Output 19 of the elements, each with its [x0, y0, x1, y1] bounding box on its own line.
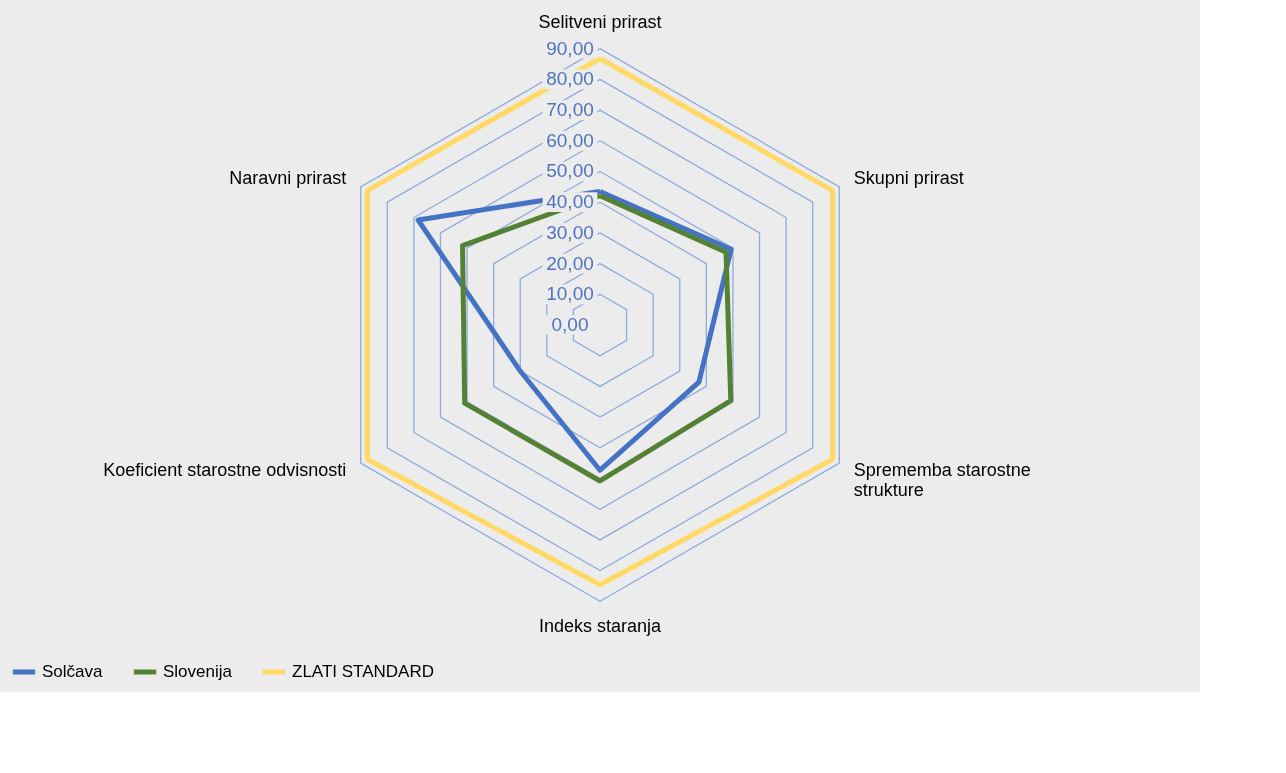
legend-label: ZLATI STANDARD: [292, 662, 434, 681]
y-tick-label: 70,00: [546, 99, 594, 121]
y-tick-label: 90,00: [546, 37, 594, 59]
y-tick-label: 10,00: [546, 283, 594, 305]
y-tick-label: 30,00: [546, 221, 594, 243]
spoke-label: Indeks staranja: [538, 615, 663, 636]
spoke-label: Skupni prirast: [853, 167, 964, 188]
spoke-label: Selitveni prirast: [538, 12, 662, 33]
spoke-label: Koeficient starostne odvisnosti: [103, 460, 347, 481]
y-tick-label: 60,00: [546, 129, 594, 151]
spoke-label: Naravni prirast: [229, 167, 347, 188]
y-tick-label: 20,00: [546, 252, 594, 274]
y-tick-label: 0,00: [551, 314, 589, 335]
y-tick-label: 50,00: [546, 160, 594, 182]
spoke-label: Sprememba starostne strukture: [853, 460, 1031, 501]
legend-label: Solčava: [42, 662, 104, 681]
y-tick-label: 40,00: [546, 191, 594, 213]
y-tick-label: 80,00: [546, 68, 594, 90]
legend-label: Slovenija: [163, 662, 233, 681]
